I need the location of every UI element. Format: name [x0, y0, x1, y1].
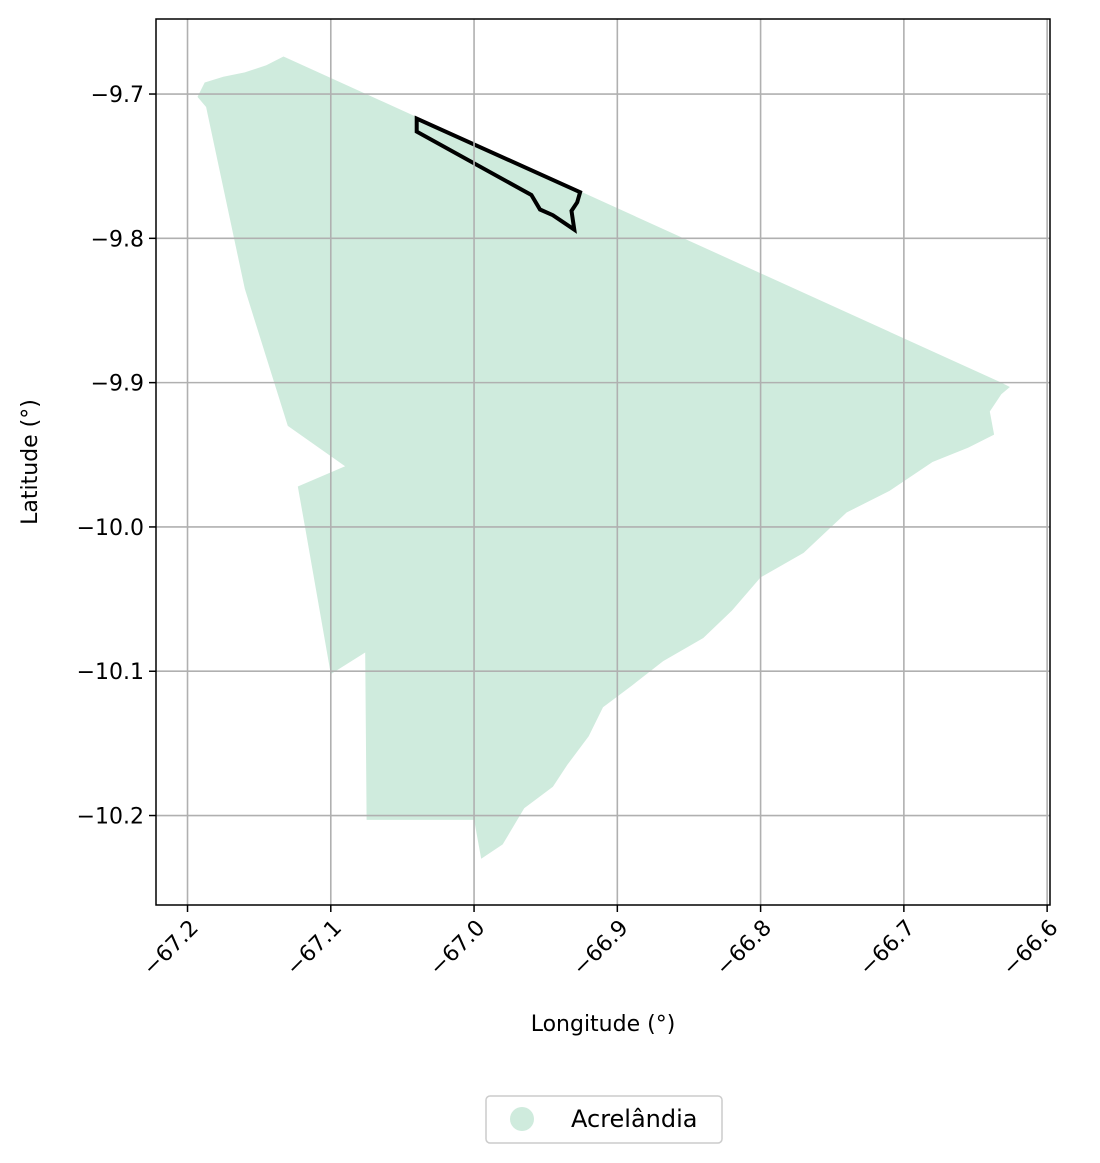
y-tick-label: −9.7	[91, 83, 144, 108]
legend-box	[485, 1095, 723, 1144]
legend-marker-acrelandia	[510, 1107, 534, 1131]
y-tick-label: −10.2	[77, 805, 144, 830]
y-tick-label: −10.0	[77, 516, 144, 541]
y-tick-label: −9.9	[91, 372, 144, 397]
y-tick-label: −9.8	[91, 227, 144, 252]
legend-label-acrelandia: Acrelândia	[571, 1105, 698, 1133]
plot-frame	[155, 18, 1051, 906]
grid-layer	[156, 19, 1050, 905]
y-axis-title: Latitude (°)	[18, 399, 43, 525]
legend: Acrelândia	[485, 1095, 723, 1144]
regions-layer	[197, 56, 1010, 859]
region-acrel-ndia	[197, 56, 1010, 859]
y-tick-label: −10.1	[77, 660, 144, 685]
x-axis-title: Longitude (°)	[531, 1012, 676, 1037]
